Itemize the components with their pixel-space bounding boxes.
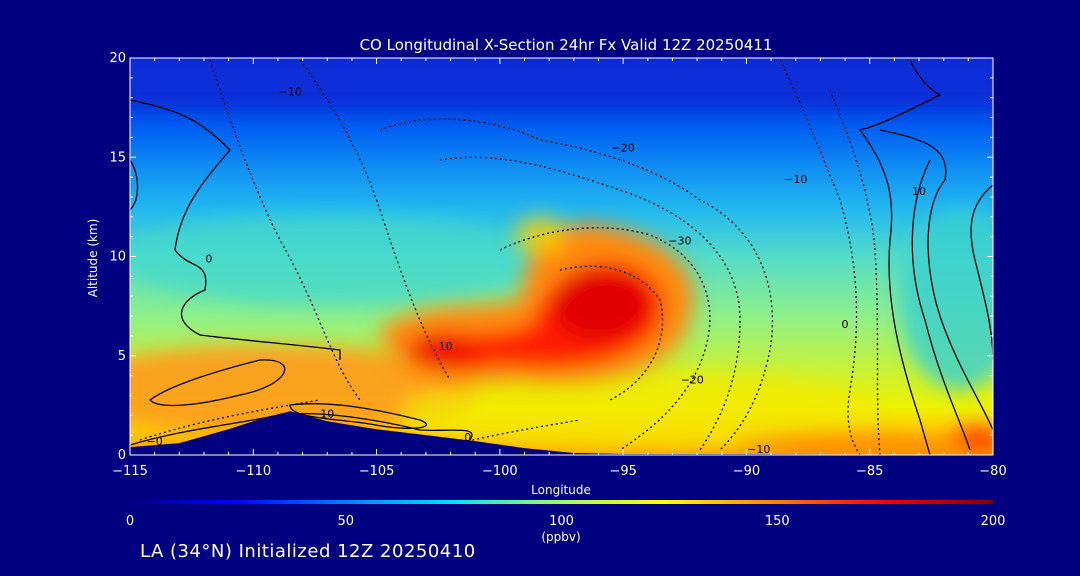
- contour-label: −10: [784, 173, 807, 186]
- plume-max: [550, 270, 650, 340]
- contour-label: 10: [912, 185, 926, 198]
- x-axis: −115 −110 −105 −100 −95 −90 −85 −80: [112, 58, 1007, 479]
- lower-orange-layer: [130, 345, 480, 435]
- y-tick-label: 20: [109, 51, 126, 66]
- colorbar-tick-label: 100: [549, 514, 574, 529]
- co-concentration-field: [130, 58, 993, 455]
- y-tick-label: 10: [109, 250, 126, 265]
- contour-label: 0: [842, 318, 849, 331]
- x-tick-label: −90: [733, 464, 760, 479]
- colorbar-tick-label: 200: [981, 514, 1006, 529]
- contour-label: −10: [747, 443, 770, 456]
- plume: [380, 217, 993, 455]
- contour-label: −0: [147, 435, 163, 448]
- contour-label: −10: [279, 86, 302, 99]
- contour-solid: [130, 159, 139, 211]
- init-caption: LA (34°N) Initialized 12Z 20250410: [140, 541, 476, 562]
- contour-lines: [130, 59, 993, 455]
- colorbar-gradient: [130, 500, 993, 504]
- x-tick-label: −85: [856, 464, 883, 479]
- y-tick-label: 0: [118, 448, 126, 463]
- upper-atmosphere-band: [130, 58, 993, 105]
- contour-label: −20: [612, 141, 635, 154]
- y-tick-label: 5: [118, 349, 126, 364]
- colorbar-ticks: 0 50 100 150 200: [126, 514, 1006, 529]
- x-tick-label: −100: [482, 464, 518, 479]
- plume-lower-core: [410, 332, 480, 368]
- colorbar: 0 50 100 150 200 (ppbv): [126, 500, 1006, 544]
- x-tick-label: −105: [359, 464, 395, 479]
- contour-solid: [149, 359, 286, 407]
- field-structure: [130, 58, 993, 450]
- plume-yellow-edge: [515, 217, 565, 253]
- x-tick-label: −115: [112, 464, 148, 479]
- y-axis-label: Altitude (km): [86, 219, 100, 298]
- y-tick-label: 15: [109, 150, 126, 165]
- colorbar-tick-label: 0: [126, 514, 134, 529]
- chart-title: CO Longitudinal X-Section 24hr Fx Valid …: [360, 36, 773, 54]
- contour-dashed: [139, 59, 881, 455]
- lower-yellow-layer: [400, 370, 880, 450]
- contour-label: 10: [320, 407, 334, 420]
- terrain: [130, 411, 993, 455]
- x-tick-label: −95: [609, 464, 636, 479]
- contour-label: 0: [464, 431, 471, 444]
- contour-label: −20: [681, 374, 704, 387]
- contour-label: −30: [668, 235, 691, 248]
- x-tick-label: −110: [235, 464, 271, 479]
- colorbar-tick-label: 50: [337, 514, 354, 529]
- contour-labels: −10 −20 −10 10 0 −30 10 0 −20 10 0 −0 −10: [147, 86, 926, 456]
- y-axis: 0 5 10 15 20: [109, 51, 993, 463]
- colorbar-tick-label: 150: [765, 514, 790, 529]
- contour-solid: [858, 59, 993, 455]
- contour-label: 10: [439, 340, 453, 353]
- contour-solid: [289, 403, 427, 430]
- contour-solid: [130, 99, 473, 446]
- x-axis-label: Longitude: [531, 483, 591, 497]
- surface-orange-band: [740, 435, 980, 455]
- colorbar-label: (ppbv): [541, 530, 580, 544]
- x-tick-label: −80: [979, 464, 1006, 479]
- cyan-region: [130, 215, 540, 305]
- contour-label: 0: [205, 252, 212, 265]
- right-cyan-region: [900, 210, 993, 390]
